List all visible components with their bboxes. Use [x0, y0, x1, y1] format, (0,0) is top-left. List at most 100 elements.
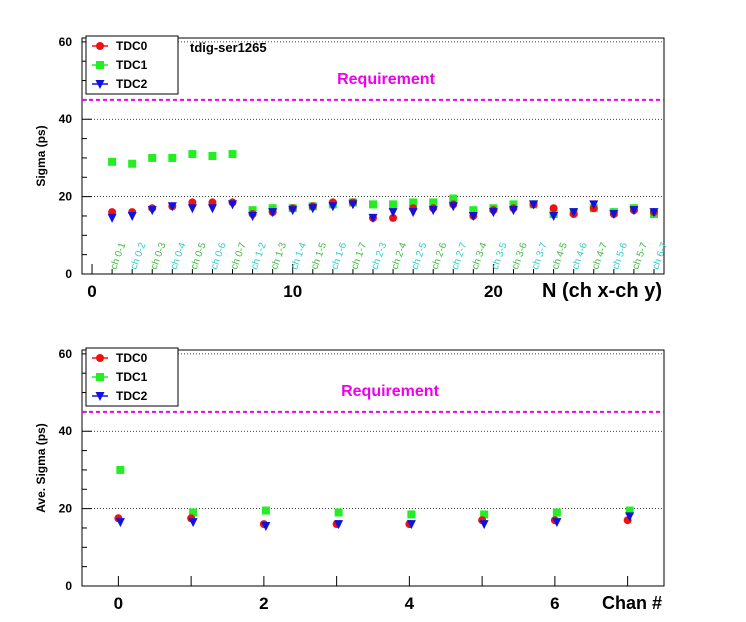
data-point-tdc2 — [348, 200, 358, 210]
data-point-tdc1 — [188, 150, 197, 159]
x-axis-label: Chan # — [602, 593, 662, 613]
requirement-label: Requirement — [341, 383, 439, 400]
legend-label: TDC2 — [116, 77, 148, 91]
data-point-tdc2 — [167, 202, 177, 212]
chart-title: tdig-ser1265 — [190, 40, 267, 55]
chart-panel-1: 0 20 40 60 0 10 20 Sigma (ps) N (ch x-ch y) tdig-… — [34, 35, 670, 302]
data-point-tdc1 — [168, 153, 177, 162]
y-tick-label: 60 — [59, 35, 73, 49]
y-tick-label: 40 — [59, 112, 73, 126]
data-point-tdc1 — [409, 198, 418, 207]
data-point-tdc1 — [469, 206, 478, 215]
data-point-tdc2 — [115, 518, 125, 528]
data-point-tdc2 — [625, 512, 635, 522]
legend-marker-tdc0 — [96, 42, 104, 50]
legend: TDC0 TDC1 TDC2 — [85, 347, 179, 407]
x-tick-label: 10 — [283, 282, 302, 301]
y-tick-label: 20 — [59, 502, 73, 516]
legend-label: TDC1 — [116, 370, 148, 384]
data-point-tdc2 — [188, 518, 198, 528]
legend-label: TDC1 — [116, 58, 148, 72]
data-point-tdc1 — [261, 506, 270, 515]
data-point-tdc1 — [389, 200, 398, 209]
x-tick-label: 6 — [550, 594, 559, 613]
y-axis-label: Sigma (ps) — [34, 125, 48, 186]
data-point-tdc1 — [449, 194, 458, 203]
data-point-tdc2 — [187, 204, 197, 214]
x-tick-label: 2 — [259, 594, 268, 613]
data-point-tdc1 — [189, 508, 198, 517]
data-point-tdc2 — [207, 204, 217, 214]
legend-marker-tdc1 — [96, 373, 104, 381]
data-point-tdc2 — [127, 211, 137, 221]
data-point-tdc2 — [408, 208, 418, 218]
x-axis-label: N (ch x-ch y) — [542, 280, 662, 302]
data-point-tdc2 — [107, 213, 117, 223]
data-point-tdc2 — [248, 211, 258, 221]
data-point-tdc2 — [629, 206, 639, 216]
data-point-tdc1 — [148, 153, 157, 162]
data-point-tdc2 — [569, 208, 579, 218]
data-point-tdc1 — [407, 510, 416, 519]
legend-marker-tdc2 — [95, 392, 105, 401]
y-tick-label: 0 — [65, 267, 72, 281]
y-tick-label: 60 — [59, 347, 73, 361]
data-point-tdc2 — [261, 522, 271, 532]
data-point-tdc2 — [479, 520, 489, 530]
data-point-tdc2 — [552, 518, 562, 528]
series-tdc2 — [107, 200, 659, 223]
plot-frame — [81, 37, 665, 275]
data-point-tdc1 — [429, 198, 438, 207]
chart-panel-2: 0 20 40 60 0 2 4 6 Ave. Sigma (ps) Chan # Requirem… — [34, 347, 665, 613]
data-point-tdc2 — [529, 200, 539, 210]
data-point-tdc2 — [609, 210, 619, 220]
data-point-tdc2 — [589, 200, 599, 210]
series-tdc1 — [116, 465, 634, 519]
legend-marker-tdc1 — [96, 61, 104, 69]
legend-marker-tdc2 — [95, 80, 105, 89]
data-point-tdc1 — [116, 465, 125, 474]
x-tick-label: 0 — [87, 282, 96, 301]
data-point-tdc2 — [406, 520, 416, 530]
legend-label: TDC2 — [116, 389, 148, 403]
data-point-tdc2 — [268, 208, 278, 218]
series-tdc2 — [115, 512, 635, 532]
data-point-tdc1 — [369, 200, 377, 209]
data-point-tdc2 — [488, 208, 498, 218]
y-tick-label: 0 — [65, 579, 72, 593]
data-point-tdc2 — [649, 208, 659, 218]
data-point-tdc1 — [208, 152, 217, 160]
data-point-tdc2 — [328, 202, 338, 212]
legend: TDC0 TDC1 TDC2 — [85, 35, 179, 95]
data-point-tdc0 — [389, 213, 398, 222]
y-axis-label: Ave. Sigma (ps) — [34, 423, 48, 513]
y-tick-label: 20 — [59, 190, 73, 204]
x-tick-label: 0 — [114, 594, 123, 613]
data-point-tdc2 — [388, 208, 398, 218]
x-tick-label: 4 — [405, 594, 415, 613]
data-point-tdc2 — [448, 202, 458, 212]
y-tick-label: 40 — [59, 424, 73, 438]
data-point-tdc1 — [108, 157, 117, 166]
data-point-tdc2 — [334, 520, 344, 530]
data-point-tdc1 — [228, 150, 237, 159]
data-point-tdc2 — [428, 206, 438, 216]
legend-label: TDC0 — [116, 351, 148, 365]
data-point-tdc1 — [128, 159, 137, 168]
data-point-tdc2 — [508, 206, 518, 216]
legend-marker-tdc0 — [96, 354, 104, 362]
data-point-tdc0 — [549, 204, 558, 213]
data-point-tdc2 — [288, 206, 298, 216]
data-point-tdc2 — [368, 213, 378, 223]
data-point-tdc2 — [228, 200, 238, 210]
data-point-tdc2 — [549, 211, 559, 221]
plot-frame — [81, 349, 665, 587]
x-tick-label: 20 — [484, 282, 503, 301]
data-point-tdc1 — [552, 508, 561, 517]
data-point-tdc1 — [480, 510, 489, 519]
legend-label: TDC0 — [116, 39, 148, 53]
data-point-tdc1 — [625, 506, 634, 515]
requirement-label: Requirement — [337, 71, 435, 88]
data-point-tdc2 — [468, 211, 478, 221]
